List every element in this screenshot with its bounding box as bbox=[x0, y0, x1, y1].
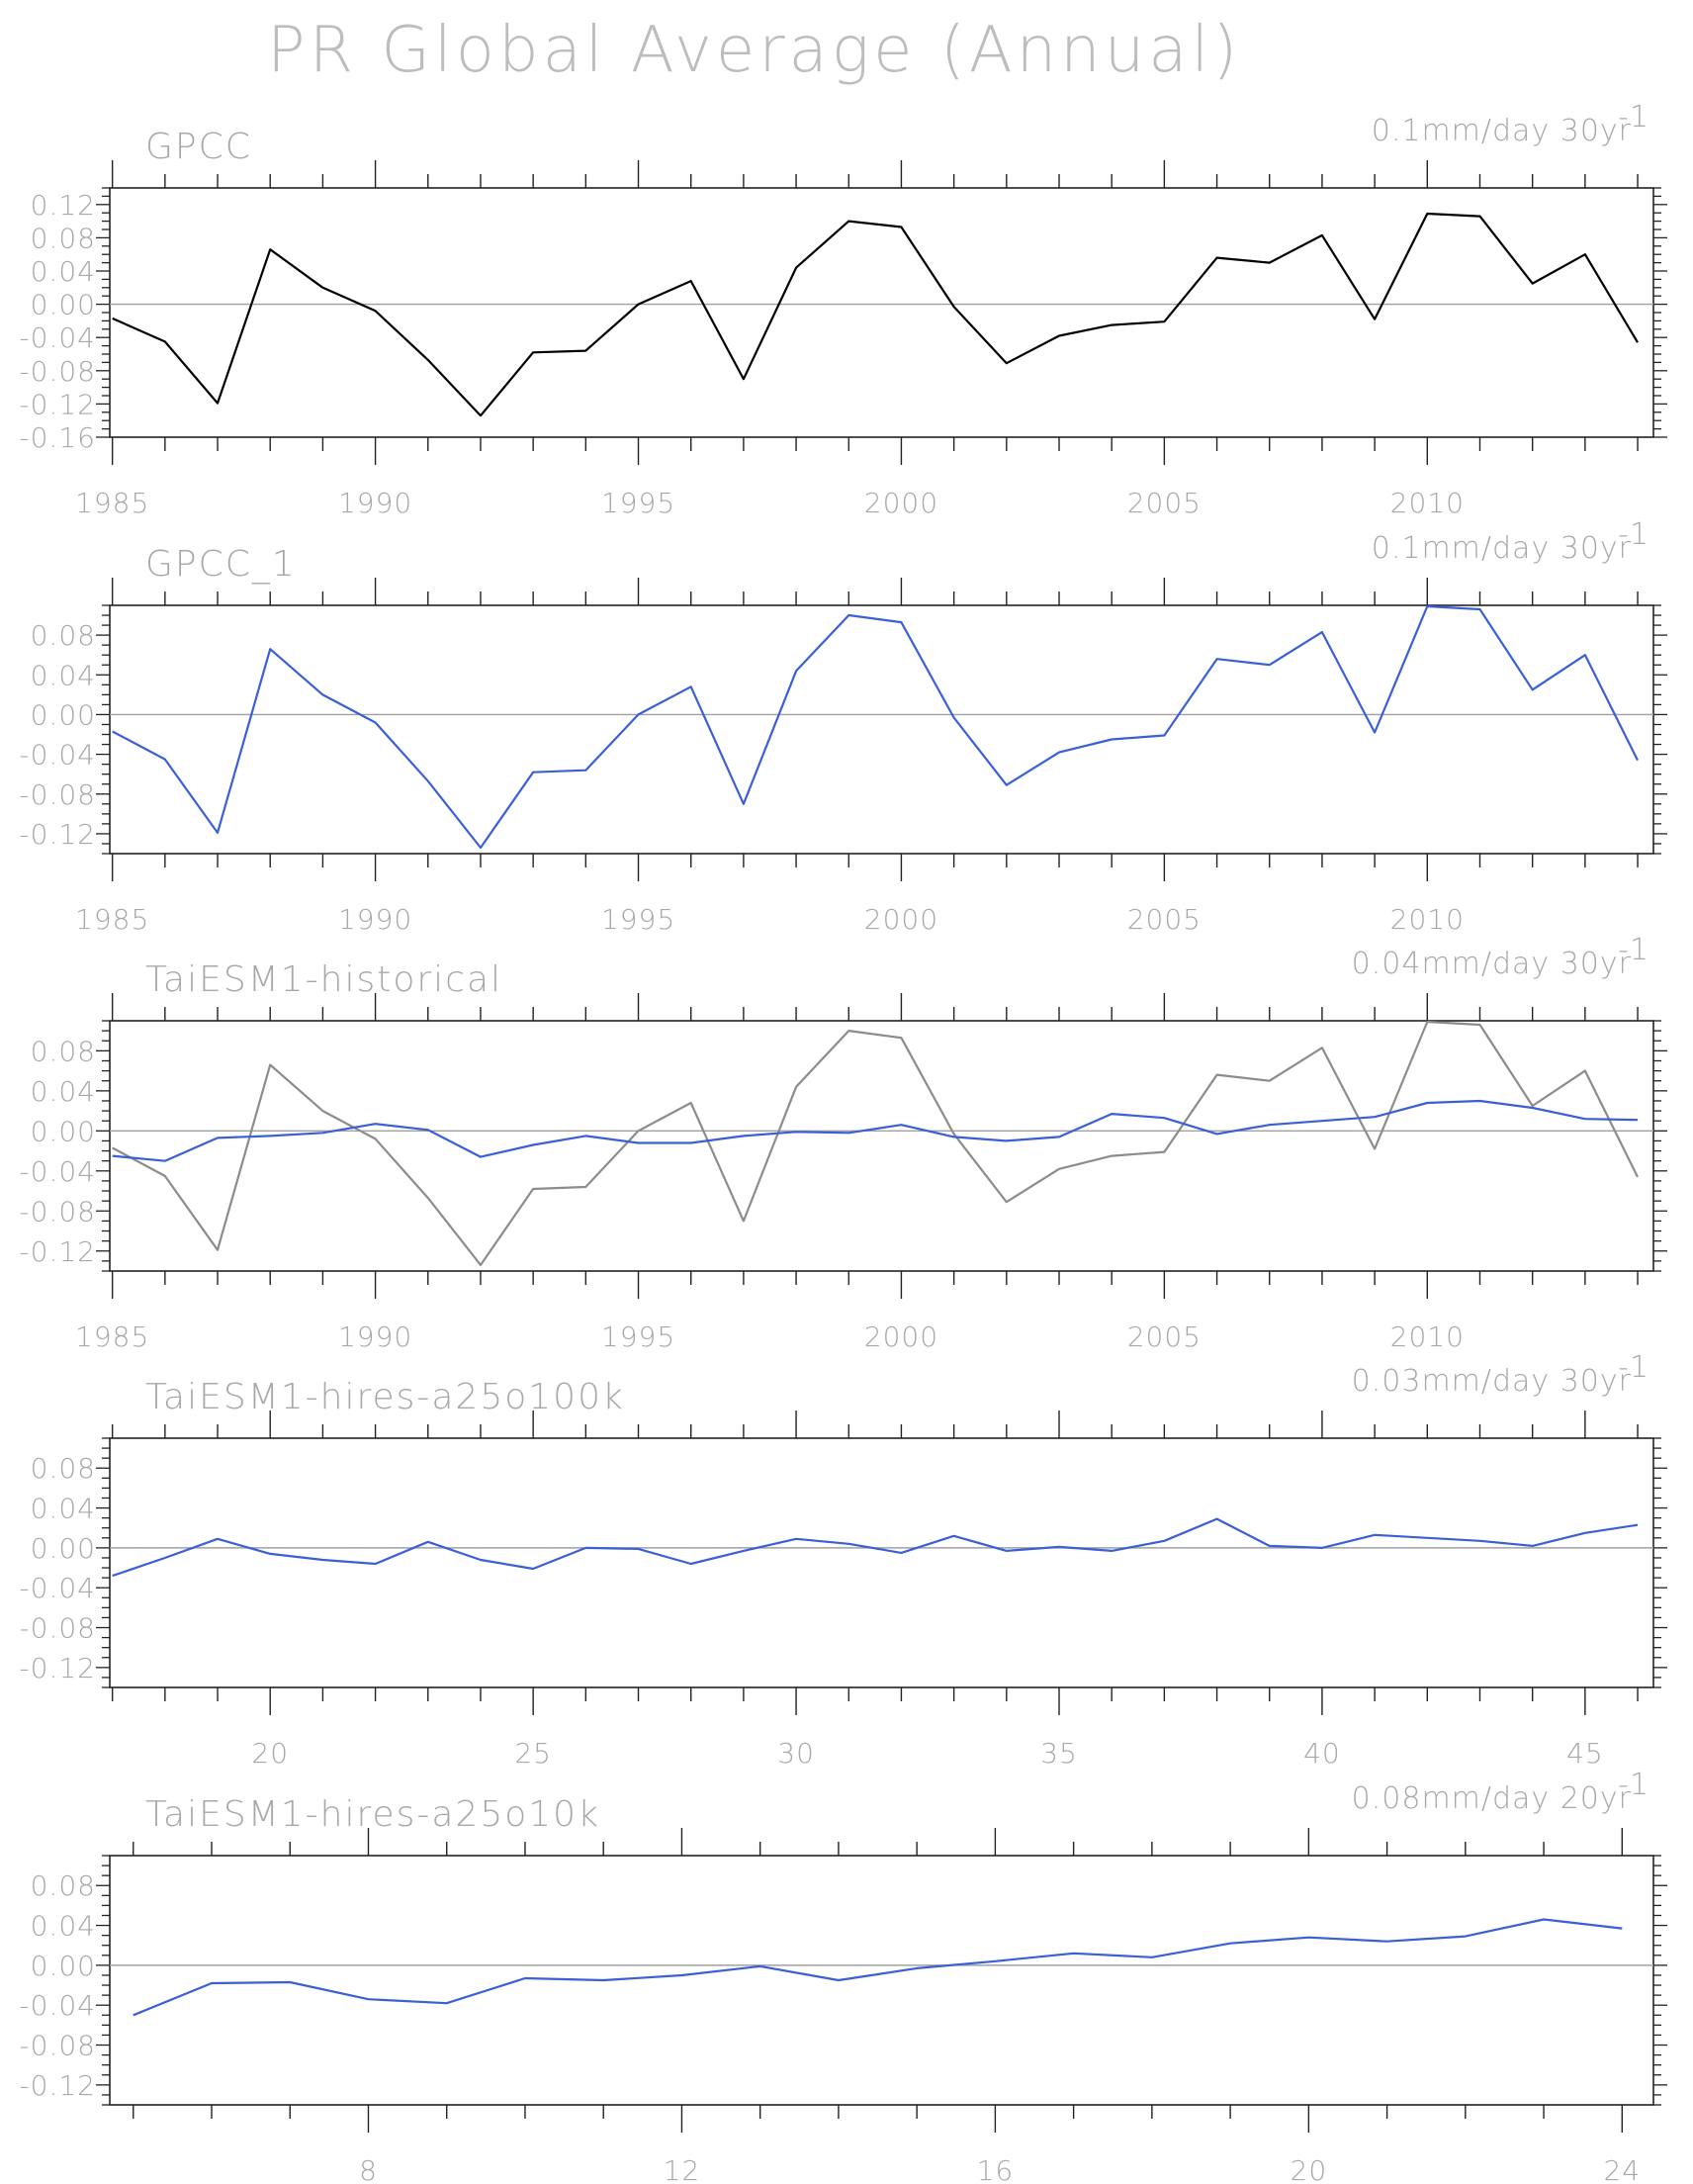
trend-label: 0.1mm/day 30yr bbox=[1372, 531, 1632, 566]
x-tick-label: 2010 bbox=[1390, 903, 1465, 936]
x-tick-label: 8 bbox=[359, 2154, 378, 2184]
y-tick-label: -0.08 bbox=[20, 1612, 96, 1645]
trend-label-exponent: -1 bbox=[1618, 517, 1649, 552]
y-tick-label: 0.08 bbox=[31, 1869, 96, 1902]
chart-panel: TaiESM1-hires-a25o100k 0.03mm/day 30yr-1 2… bbox=[20, 1350, 1667, 1770]
series-line bbox=[112, 604, 1639, 850]
x-tick-label: 1995 bbox=[601, 487, 675, 519]
figure-title: PR Global Average (Annual) bbox=[267, 14, 1241, 87]
x-tick-label: 1995 bbox=[601, 903, 675, 936]
plot-frame bbox=[109, 1437, 1654, 1688]
trend-label: 0.1mm/day 30yr bbox=[1372, 114, 1632, 148]
chart-panel: GPCC_1 0.1mm/day 30yr-1 1985 1990 1995 2000 20… bbox=[20, 517, 1667, 936]
trend-label-exponent: -1 bbox=[1618, 1350, 1649, 1385]
trend-label: 0.03mm/day 30yr bbox=[1352, 1364, 1632, 1399]
x-tick-label: 24 bbox=[1603, 2154, 1641, 2184]
x-tick-label: 1985 bbox=[75, 487, 149, 519]
y-tick-label: 0.04 bbox=[31, 255, 96, 288]
x-tick-label: 20 bbox=[251, 1737, 289, 1770]
x-tick-label: 1990 bbox=[338, 487, 412, 519]
y-tick-label: -0.12 bbox=[20, 388, 96, 420]
y-tick-label: -0.08 bbox=[20, 1195, 96, 1228]
panel-title: GPCC bbox=[145, 127, 252, 167]
y-tick-label: -0.04 bbox=[20, 321, 96, 354]
y-tick-label: 0.08 bbox=[31, 1452, 96, 1485]
y-tick-label: 0.00 bbox=[31, 1532, 96, 1565]
x-tick-label: 2010 bbox=[1390, 1320, 1465, 1353]
x-tick-label: 45 bbox=[1566, 1737, 1604, 1770]
y-tick-label: 0.04 bbox=[31, 659, 96, 691]
x-tick-label: 35 bbox=[1040, 1737, 1078, 1770]
y-tick-label: -0.08 bbox=[20, 355, 96, 388]
x-tick-label: 1990 bbox=[338, 903, 412, 936]
series-line bbox=[112, 212, 1639, 417]
x-tick-label: 40 bbox=[1303, 1737, 1341, 1770]
y-tick-label: 0.00 bbox=[31, 1115, 96, 1147]
plot-frame bbox=[109, 1855, 1654, 2106]
series-line bbox=[112, 1517, 1639, 1578]
x-tick-label: 1990 bbox=[338, 1320, 412, 1353]
chart-panel: GPCC 0.1mm/day 30yr-1 1985 1990 1995 2000 2005… bbox=[20, 100, 1667, 519]
y-tick-label: 0.04 bbox=[31, 1493, 96, 1525]
panel-title: GPCC_1 bbox=[145, 544, 297, 585]
y-tick-label: -0.16 bbox=[20, 421, 96, 454]
y-tick-label: 0.08 bbox=[31, 619, 96, 652]
panel-title: TaiESM1-hires-a25o100k bbox=[145, 1377, 625, 1417]
y-tick-label: -0.08 bbox=[20, 2030, 96, 2062]
y-tick-label: 0.00 bbox=[31, 698, 96, 731]
x-tick-label: 20 bbox=[1291, 2154, 1328, 2184]
trend-label-exponent: -1 bbox=[1618, 100, 1649, 135]
x-tick-label: 2005 bbox=[1127, 487, 1202, 519]
x-tick-label: 2000 bbox=[864, 1320, 938, 1353]
panel-title: TaiESM1-historical bbox=[145, 959, 502, 1000]
y-tick-label: 0.00 bbox=[31, 289, 96, 321]
series-line bbox=[133, 1918, 1623, 2017]
x-tick-label: 2005 bbox=[1127, 1320, 1202, 1353]
plot-frame bbox=[109, 604, 1654, 855]
x-tick-label: 2005 bbox=[1127, 903, 1202, 936]
series-line bbox=[112, 1099, 1639, 1162]
y-tick-label: -0.04 bbox=[20, 1572, 96, 1604]
y-tick-label: -0.12 bbox=[20, 818, 96, 851]
trend-label: 0.04mm/day 30yr bbox=[1352, 947, 1632, 981]
y-tick-label: -0.12 bbox=[20, 1652, 96, 1684]
trend-label-exponent: -1 bbox=[1618, 933, 1649, 967]
x-tick-label: 30 bbox=[777, 1737, 815, 1770]
y-tick-label: 0.08 bbox=[31, 222, 96, 254]
x-tick-label: 2000 bbox=[864, 487, 938, 519]
x-tick-label: 12 bbox=[664, 2154, 701, 2184]
trend-label: 0.08mm/day 20yr bbox=[1352, 1781, 1632, 1816]
y-tick-label: -0.04 bbox=[20, 1155, 96, 1188]
y-tick-label: -0.04 bbox=[20, 1989, 96, 2022]
x-tick-label: 2000 bbox=[864, 903, 938, 936]
plot-frame bbox=[109, 1020, 1654, 1272]
y-tick-label: 0.04 bbox=[31, 1075, 96, 1108]
panel-title: TaiESM1-hires-a25o10k bbox=[145, 1794, 600, 1835]
x-tick-label: 2010 bbox=[1390, 487, 1465, 519]
y-tick-label: -0.04 bbox=[20, 739, 96, 772]
chart-panel: TaiESM1-historical 0.04mm/day 30yr-1 1985 1… bbox=[20, 933, 1667, 1353]
x-tick-label: 1985 bbox=[75, 903, 149, 936]
y-tick-label: -0.12 bbox=[20, 2069, 96, 2102]
y-tick-label: 0.04 bbox=[31, 1910, 96, 1943]
trend-label-exponent: -1 bbox=[1618, 1768, 1649, 1802]
y-tick-label: -0.08 bbox=[20, 778, 96, 811]
y-tick-label: 0.00 bbox=[31, 1950, 96, 1982]
y-tick-label: 0.12 bbox=[31, 189, 96, 222]
y-tick-label: -0.12 bbox=[20, 1235, 96, 1268]
series-line bbox=[112, 1020, 1639, 1267]
y-tick-label: 0.08 bbox=[31, 1035, 96, 1067]
x-tick-label: 25 bbox=[514, 1737, 552, 1770]
x-tick-label: 1985 bbox=[75, 1320, 149, 1353]
x-tick-label: 1995 bbox=[601, 1320, 675, 1353]
chart-panel: TaiESM1-hires-a25o10k 0.08mm/day 20yr-1 8 1… bbox=[20, 1768, 1667, 2184]
x-tick-label: 16 bbox=[977, 2154, 1015, 2184]
